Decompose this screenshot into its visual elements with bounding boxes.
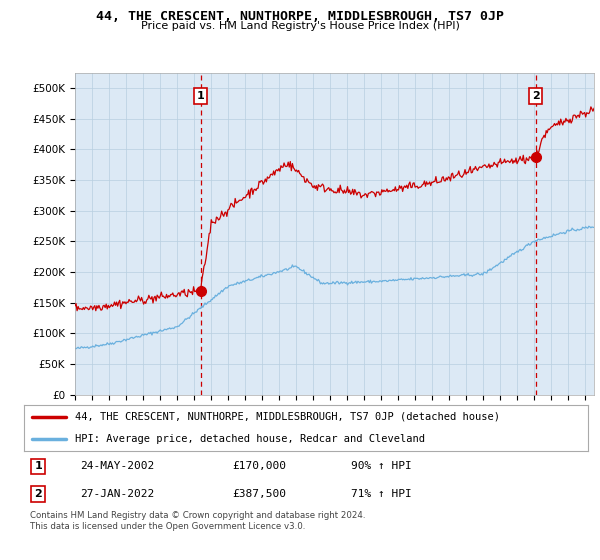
- Text: 27-JAN-2022: 27-JAN-2022: [80, 489, 155, 499]
- Text: This data is licensed under the Open Government Licence v3.0.: This data is licensed under the Open Gov…: [30, 522, 305, 531]
- Text: 2: 2: [532, 91, 539, 101]
- Text: HPI: Average price, detached house, Redcar and Cleveland: HPI: Average price, detached house, Redc…: [75, 434, 425, 444]
- Text: 44, THE CRESCENT, NUNTHORPE, MIDDLESBROUGH, TS7 0JP: 44, THE CRESCENT, NUNTHORPE, MIDDLESBROU…: [96, 10, 504, 23]
- Text: 24-MAY-2002: 24-MAY-2002: [80, 461, 155, 472]
- Text: Price paid vs. HM Land Registry's House Price Index (HPI): Price paid vs. HM Land Registry's House …: [140, 21, 460, 31]
- Text: 90% ↑ HPI: 90% ↑ HPI: [351, 461, 412, 472]
- Text: £387,500: £387,500: [233, 489, 287, 499]
- Text: 44, THE CRESCENT, NUNTHORPE, MIDDLESBROUGH, TS7 0JP (detached house): 44, THE CRESCENT, NUNTHORPE, MIDDLESBROU…: [75, 412, 500, 422]
- Text: 1: 1: [34, 461, 42, 472]
- Text: 2: 2: [34, 489, 42, 499]
- Text: £170,000: £170,000: [233, 461, 287, 472]
- Text: 1: 1: [197, 91, 205, 101]
- Text: 71% ↑ HPI: 71% ↑ HPI: [351, 489, 412, 499]
- Text: Contains HM Land Registry data © Crown copyright and database right 2024.: Contains HM Land Registry data © Crown c…: [30, 511, 365, 520]
